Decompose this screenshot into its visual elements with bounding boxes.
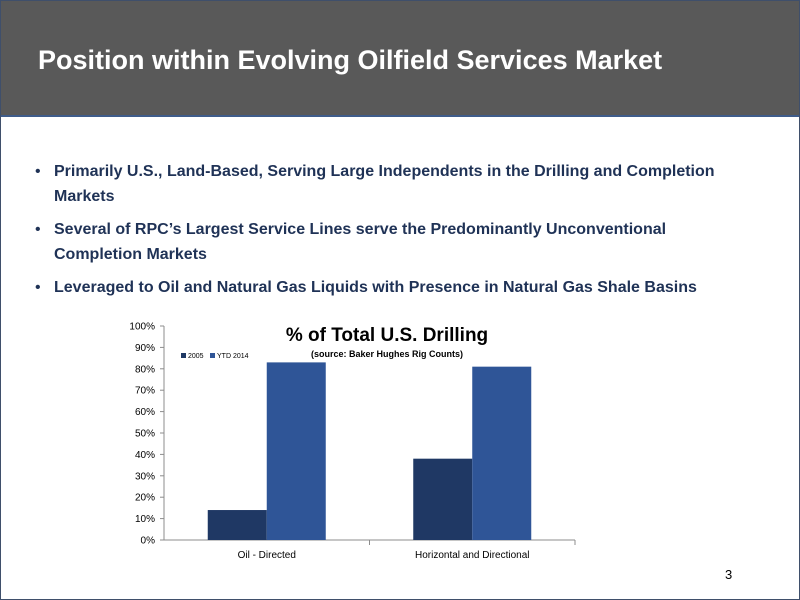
bullet-text: Leveraged to Oil and Natural Gas Liquids…: [54, 279, 697, 296]
bullet-text: Primarily U.S., Land-Based, Serving Larg…: [54, 163, 715, 205]
x-category-label: Oil - Directed: [238, 550, 296, 561]
bullet-dot-icon: •: [35, 279, 41, 296]
legend-swatch: [181, 353, 186, 358]
legend-swatch: [210, 353, 215, 358]
chart-subtitle: (source: Baker Hughes Rig Counts): [311, 349, 463, 359]
y-tick-label: 50%: [135, 429, 155, 440]
header-divider: [1, 115, 799, 117]
x-category-label: Horizontal and Directional: [415, 550, 530, 561]
legend-label: 2005: [188, 353, 204, 360]
y-tick-label: 70%: [135, 386, 155, 397]
y-tick-label: 30%: [135, 471, 155, 482]
bullet-dot-icon: •: [35, 221, 41, 238]
y-tick-label: 60%: [135, 407, 155, 418]
bullet-text: Several of RPC’s Largest Service Lines s…: [54, 221, 667, 263]
chart-title: % of Total U.S. Drilling: [286, 325, 488, 346]
bullet-item: • Leveraged to Oil and Natural Gas Liqui…: [35, 275, 755, 300]
bar-series-ytd-2014: [472, 366, 532, 540]
y-tick-label: 40%: [135, 450, 155, 461]
y-tick-label: 10%: [135, 514, 155, 525]
y-tick-label: 20%: [135, 493, 155, 504]
y-tick-label: 80%: [135, 364, 155, 375]
bar-series-2005: [207, 510, 267, 540]
bar-series-ytd-2014: [266, 362, 326, 540]
page-number: 3: [725, 567, 733, 582]
bullet-item: • Several of RPC’s Largest Service Lines…: [35, 217, 755, 267]
slide-title: Position within Evolving Oilfield Servic…: [38, 45, 663, 75]
bar-series-2005: [413, 458, 473, 540]
y-tick-label: 0%: [141, 536, 156, 547]
legend-label: YTD 2014: [217, 353, 249, 360]
bullet-dot-icon: •: [35, 163, 41, 180]
y-tick-label: 100%: [129, 322, 155, 333]
bullet-list: • Primarily U.S., Land-Based, Serving La…: [35, 159, 755, 308]
bullet-item: • Primarily U.S., Land-Based, Serving La…: [35, 159, 755, 209]
header-bar: Position within Evolving Oilfield Servic…: [1, 1, 799, 115]
y-tick-label: 90%: [135, 343, 155, 354]
